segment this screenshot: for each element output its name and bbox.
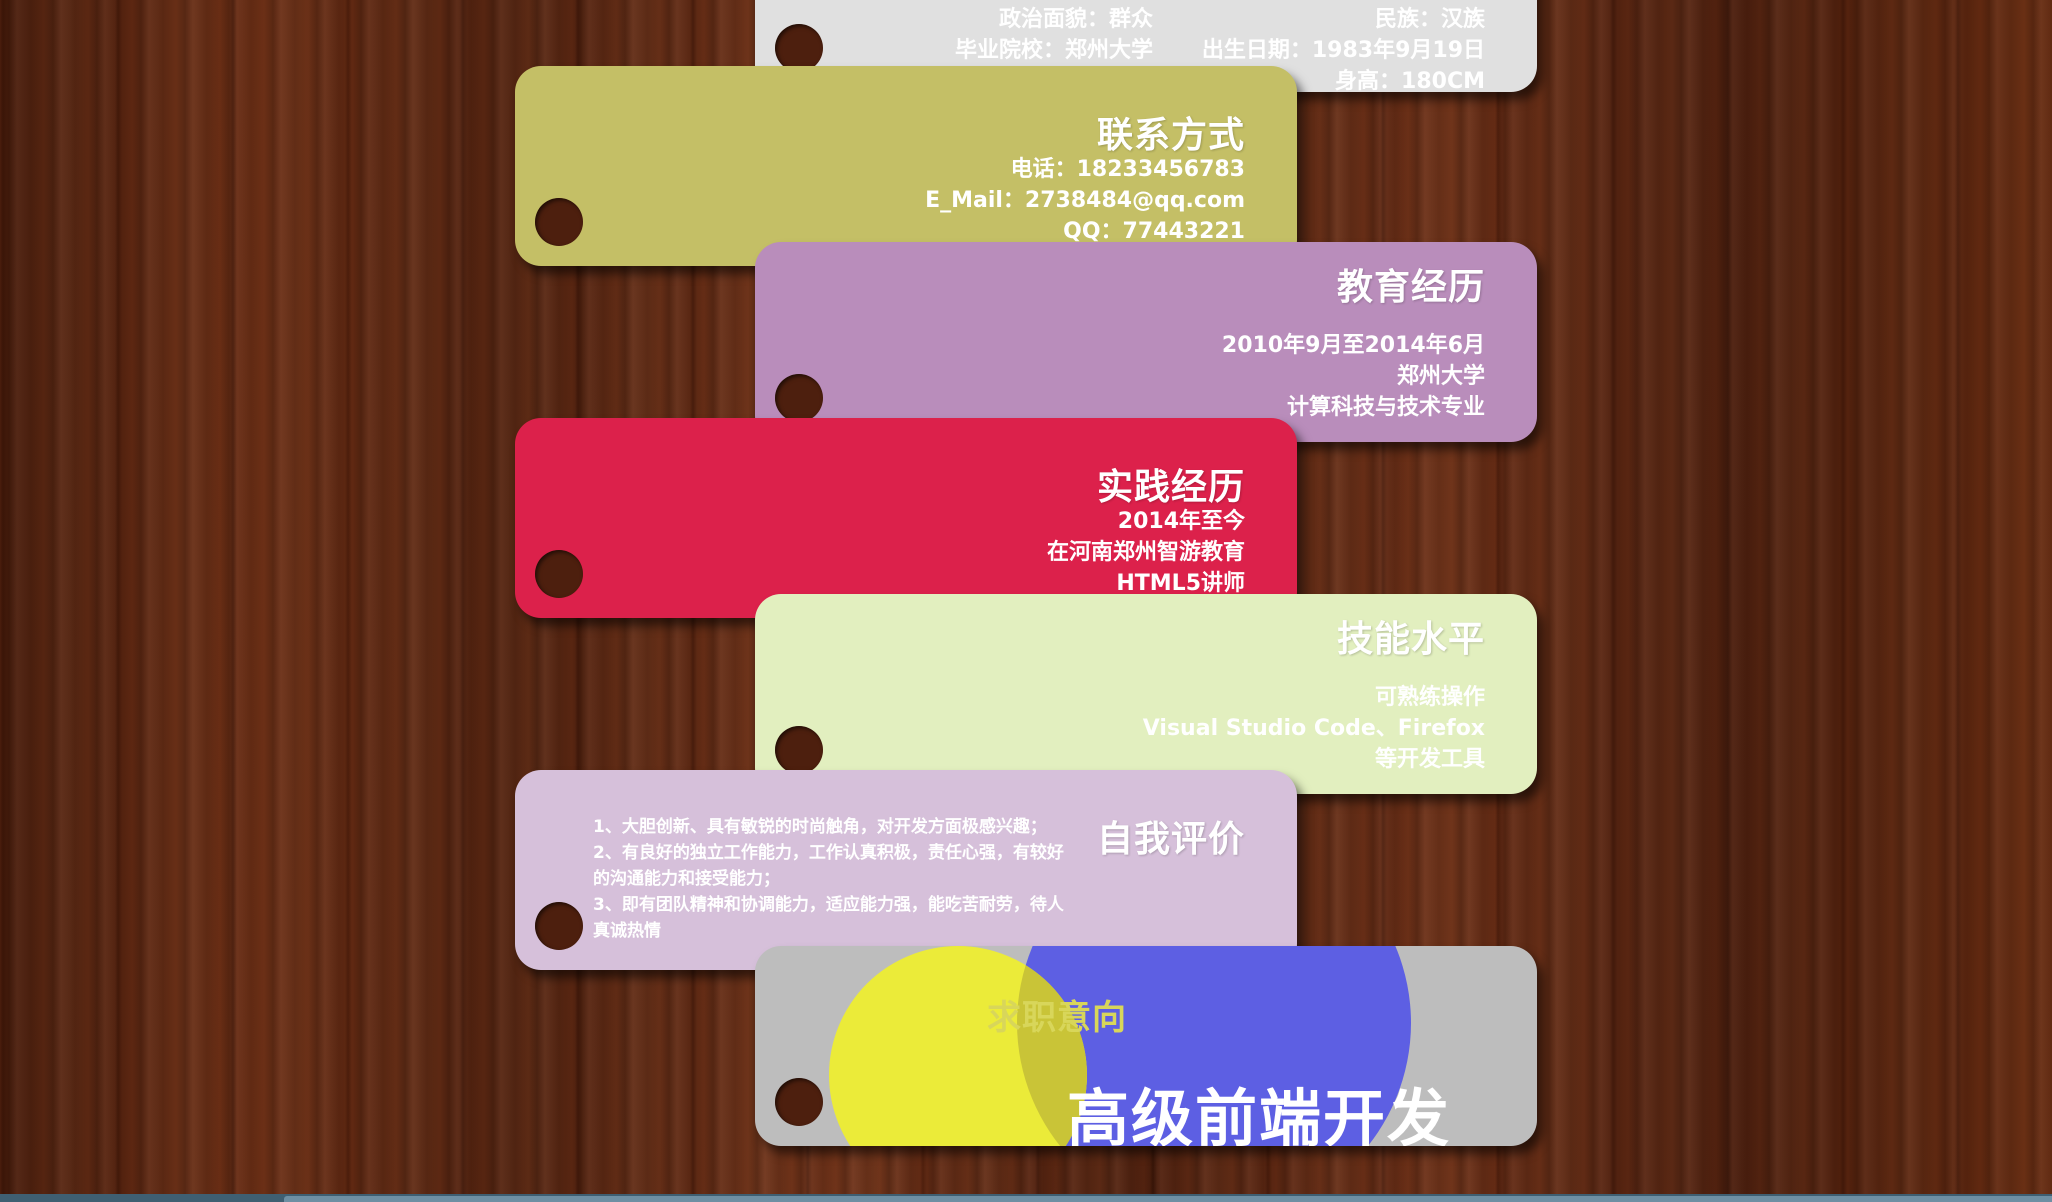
self-evaluation-item-3: 3、即有团队精神和协调能力，适应能力强，能吃苦耐劳，待人真诚热情 (593, 895, 1064, 941)
education-major: 计算科技与技术专业 (1286, 395, 1485, 420)
job-intent-card: 求职意向 高级前端开发 (755, 946, 1537, 1146)
practice-card: 实践经历 2014年至今 在河南郑州智游教育 HTML5讲师 (515, 418, 1297, 618)
skills-line-1: 可熟练操作 (1374, 685, 1485, 710)
education-title: 教育经历 (1336, 267, 1485, 308)
card-hole-icon (775, 1078, 823, 1126)
practice-period: 2014年至今 (1117, 509, 1245, 534)
self-evaluation-title: 自我评价 (1096, 819, 1245, 860)
self-evaluation-item-2: 2、有良好的独立工作能力，工作认真积极，责任心强，有较好的沟通能力和接受能力； (593, 843, 1064, 889)
card-hole-icon (535, 198, 583, 246)
skills-card: 技能水平 可熟练操作 Visual Studio Code、Firefox 等开… (755, 594, 1537, 794)
skills-details: 可熟练操作 Visual Studio Code、Firefox 等开发工具 (1143, 682, 1485, 775)
practice-role: HTML5讲师 (1116, 571, 1245, 596)
card-hole-icon (775, 726, 823, 774)
job-intent-title: 求职意向 (987, 998, 1127, 1038)
education-school: 郑州大学 (1396, 364, 1485, 389)
contact-card: 联系方式 电话：18233456783 E_Mail：2738484@qq.co… (515, 66, 1297, 266)
skills-line-2: Visual Studio Code、Firefox (1142, 716, 1485, 741)
education-card: 教育经历 2010年9月至2014年6月 郑州大学 计算科技与技术专业 (755, 242, 1537, 442)
practice-title: 实践经历 (1096, 467, 1245, 508)
practice-company: 在河南郑州智游教育 (1046, 540, 1245, 565)
basic-info-column-right: 民族：汉族 出生日期：1983年9月19日 身高：180CM (1202, 4, 1485, 92)
contact-details: 电话：18233456783 E_Mail：2738484@qq.com QQ：… (925, 154, 1245, 247)
ethnicity: 民族：汉族 (1374, 7, 1485, 32)
contact-email: E_Mail：2738484@qq.com (925, 188, 1245, 213)
practice-details: 2014年至今 在河南郑州智游教育 HTML5讲师 (1047, 506, 1245, 599)
card-hole-icon (535, 902, 583, 950)
card-hole-icon (775, 374, 823, 422)
height: 身高：180CM (1335, 69, 1485, 92)
self-evaluation-card: 自我评价 1、大胆创新、具有敏锐的时尚触角，对开发方面极感兴趣； 2、有良好的独… (515, 770, 1297, 970)
graduated-school: 毕业院校：郑州大学 (954, 38, 1153, 63)
contact-qq: QQ：77443221 (1063, 219, 1245, 244)
self-evaluation-item-1: 1、大胆创新、具有敏锐的时尚触角，对开发方面极感兴趣； (593, 817, 1047, 837)
skills-line-3: 等开发工具 (1374, 747, 1485, 772)
horizontal-scrollbar[interactable] (0, 1194, 2052, 1202)
political-status: 政治面貌：群众 (998, 7, 1153, 32)
job-intent-value: 高级前端开发 (1067, 1082, 1452, 1146)
education-period: 2010年9月至2014年6月 (1221, 333, 1485, 358)
self-evaluation-list: 1、大胆创新、具有敏锐的时尚触角，对开发方面极感兴趣； 2、有良好的独立工作能力… (593, 814, 1073, 944)
contact-title: 联系方式 (1096, 115, 1245, 156)
skills-title: 技能水平 (1336, 619, 1485, 660)
intent-circle-overlap (1017, 946, 1411, 1146)
card-hole-icon (535, 550, 583, 598)
contact-phone: 电话：18233456783 (1010, 157, 1245, 182)
card-hole-icon (775, 24, 823, 72)
birth-date: 出生日期：1983年9月19日 (1201, 38, 1485, 63)
education-details: 2010年9月至2014年6月 郑州大学 计算科技与技术专业 (1222, 330, 1485, 423)
scrollbar-thumb[interactable] (284, 1196, 2052, 1202)
